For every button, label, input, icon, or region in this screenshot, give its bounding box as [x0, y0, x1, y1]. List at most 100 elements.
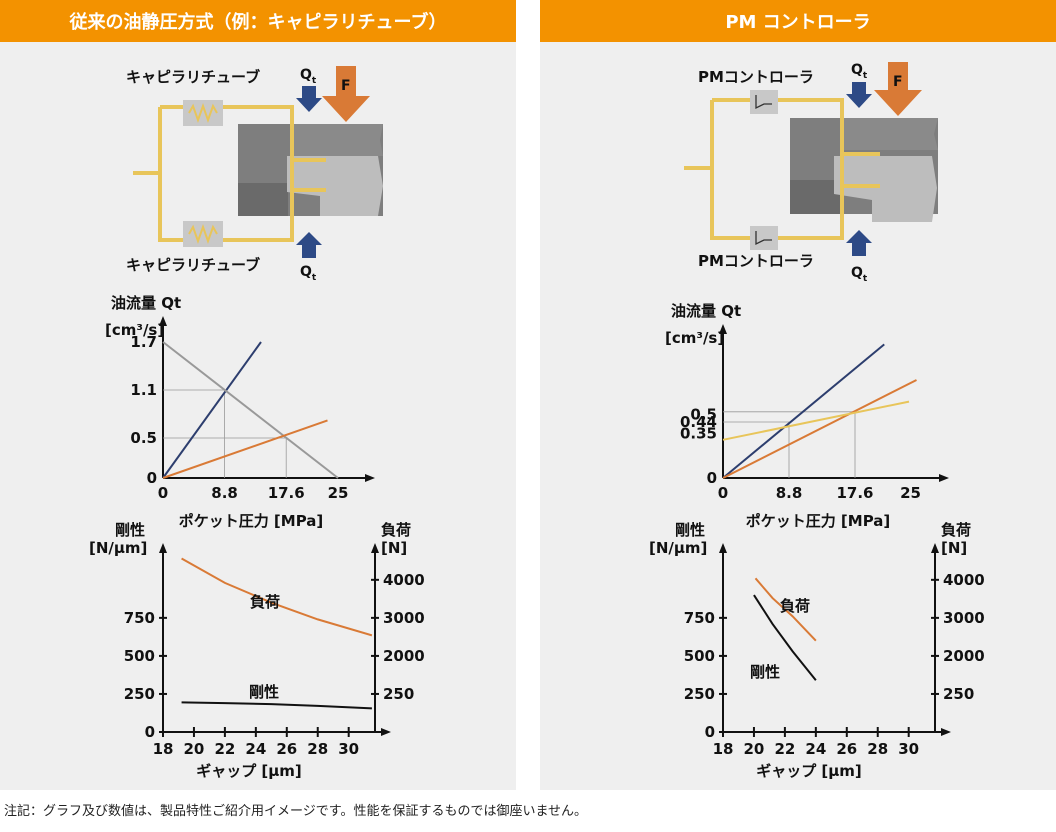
left-y-tick-label: 750	[684, 609, 715, 627]
restrictor-top-label: PMコントローラ	[698, 68, 814, 86]
restrictor-bottom-label: キャピラリチューブ	[126, 256, 260, 274]
x-axis-arrow-icon	[365, 474, 375, 482]
x-tick-label: 22	[214, 740, 235, 758]
y-axis-arrow-icon	[719, 324, 727, 334]
left-y-axis-arrow-icon	[719, 543, 727, 553]
y-tick-label: 0.5	[130, 429, 157, 447]
x-tick-label: 20	[184, 740, 205, 758]
x-tick-label: 8.8	[211, 484, 238, 502]
x-tick-label: 18	[713, 740, 734, 758]
right-y-axis-title: 負荷	[381, 521, 411, 539]
right-y-tick-label: 2000	[943, 647, 985, 665]
flow-subscript: t	[863, 274, 868, 284]
y-tick-label: 0	[707, 469, 717, 487]
x-tick-label: 26	[836, 740, 857, 758]
series-line	[722, 400, 910, 441]
right-y-tick-label: 4000	[943, 571, 985, 589]
force-label: F	[341, 78, 351, 94]
left-y-tick-label: 0	[145, 723, 155, 741]
y-tick-label: 0.44	[680, 413, 717, 431]
x-tick-label: 30	[898, 740, 919, 758]
restrictor-bottom-label: PMコントローラ	[698, 252, 814, 270]
flow-label-bottom: Qt	[300, 264, 317, 283]
series-line	[754, 577, 817, 642]
shaft-block	[834, 156, 937, 222]
x-tick-label: 28	[867, 740, 888, 758]
left-y-tick-label: 500	[124, 647, 155, 665]
flow-symbol: Q	[300, 67, 312, 83]
x-tick-label: 28	[307, 740, 328, 758]
pm-controller-top-box	[750, 90, 778, 114]
left-y-axis-arrow-icon	[159, 543, 167, 553]
flow-down-arrow-icon	[296, 86, 322, 112]
right-y-axis-arrow-icon	[931, 543, 939, 553]
shaft-block	[287, 156, 383, 216]
x-tick-label: 18	[153, 740, 174, 758]
pm-controller-icon	[755, 95, 772, 110]
right-y-tick-label: 250	[943, 685, 974, 703]
bearing-upper-edge	[840, 118, 938, 150]
left-y-tick-label: 250	[684, 685, 715, 703]
flow-subscript: t	[863, 71, 868, 81]
x-tick-label: 25	[900, 484, 921, 502]
x-tick-label: 24	[245, 740, 266, 758]
series-line	[181, 701, 372, 710]
y-tick-label: 1.1	[130, 381, 157, 399]
bearing-diagram: PMコントローラ PMコントローラ F Qt Qt	[684, 62, 938, 284]
series-label: 剛性	[249, 683, 279, 701]
load-stiffness-chart: 18 20 22 24 26 28 30 0 250 500 750 250 2000 3000 4000 剛…	[89, 521, 425, 780]
flow-symbol: Q	[851, 265, 863, 281]
y-axis-title: 油流量 Qt	[111, 294, 181, 312]
x-axis-title: ギャップ [μm]	[196, 762, 302, 780]
x-tick-label: 17.6	[268, 484, 305, 502]
capillary-zigzag-icon	[188, 103, 218, 123]
footnote: 注記：グラフ及び数値は、製品特性ご紹介用イメージです。性能を保証するものでは御座…	[4, 804, 588, 819]
flow-symbol: Q	[851, 62, 863, 78]
x-axis-arrow-icon	[941, 728, 951, 736]
x-axis-title: ギャップ [μm]	[756, 762, 862, 780]
capillary-zigzag-icon	[188, 224, 218, 244]
x-tick-label: 30	[338, 740, 359, 758]
right-y-tick-label: 3000	[943, 609, 985, 627]
series-line	[753, 594, 817, 681]
x-axis-arrow-icon	[939, 474, 949, 482]
right-y-tick-label: 4000	[383, 571, 425, 589]
load-stiffness-chart: 18 20 22 24 26 28 30 0 250 500 750 250 2000 3000 4000 剛…	[649, 521, 985, 780]
x-tick-label: 0	[718, 484, 728, 502]
flow-label-top: Qt	[851, 62, 868, 81]
right-panel-graphics: PMコントローラ PMコントローラ F Qt Qt 0 8.8 17.6 2500.3…	[649, 62, 985, 780]
left-panel-graphics: キャピラリチューブ キャピラリチューブ F Qt Qt 0 8.8 17.6 2500…	[89, 66, 425, 780]
right-y-tick-label: 250	[383, 685, 414, 703]
right-y-axis-title: 負荷	[941, 521, 971, 539]
oil-circuit	[133, 105, 326, 242]
left-y-axis-unit: [N/μm]	[649, 539, 707, 557]
x-axis-arrow-icon	[381, 728, 391, 736]
series-line	[162, 341, 339, 479]
flow-subscript: t	[312, 76, 317, 86]
y-axis-unit: [cm³/s]	[665, 329, 724, 347]
left-y-axis-title: 剛性	[675, 521, 705, 539]
x-tick-label: 17.6	[836, 484, 873, 502]
x-tick-label: 26	[276, 740, 297, 758]
x-axis-title: ポケット圧力 [MPa]	[746, 512, 891, 530]
left-y-tick-label: 250	[124, 685, 155, 703]
left-y-tick-label: 500	[684, 647, 715, 665]
series-line	[162, 341, 262, 479]
series-label: 負荷	[780, 597, 810, 615]
y-axis-unit: [cm³/s]	[105, 321, 164, 339]
flow-symbol: Q	[300, 264, 312, 280]
right-y-axis-arrow-icon	[371, 543, 379, 553]
x-tick-label: 22	[774, 740, 795, 758]
x-tick-label: 0	[158, 484, 168, 502]
x-tick-label: 8.8	[776, 484, 803, 502]
left-y-axis-title: 剛性	[115, 521, 145, 539]
series-label: 剛性	[750, 663, 780, 681]
force-arrow-icon	[322, 66, 370, 122]
flow-label-top: Qt	[300, 67, 317, 86]
x-tick-label: 25	[328, 484, 349, 502]
series-line	[162, 419, 328, 479]
right-y-tick-label: 3000	[383, 609, 425, 627]
left-y-axis-unit: [N/μm]	[89, 539, 147, 557]
y-axis-arrow-icon	[159, 316, 167, 326]
right-panel: PM コントローラ PMコントローラ PMコントローラ F Qt Qt 0 8.8…	[540, 0, 1056, 790]
